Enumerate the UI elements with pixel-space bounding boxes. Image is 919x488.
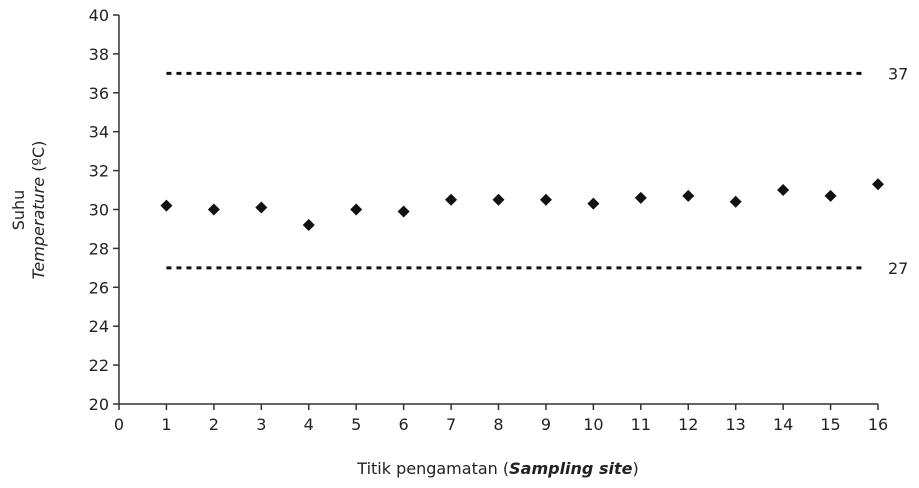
data-point <box>539 193 552 206</box>
y-tick-label: 20 <box>89 395 109 414</box>
y-tick-label: 36 <box>89 84 109 103</box>
x-tick-label: 4 <box>304 415 314 434</box>
x-tick-label: 10 <box>583 415 603 434</box>
data-point <box>634 191 647 204</box>
data-point <box>777 184 790 197</box>
x-axis-title-italic: Sampling site <box>509 459 632 478</box>
y-axis-title: Suhu Temperature (ºC) <box>9 141 48 280</box>
y-axis-title-line2: Temperature (ºC) <box>29 141 48 280</box>
data-point <box>255 201 268 214</box>
y-tick-label: 24 <box>89 317 109 336</box>
x-tick-label: 5 <box>351 415 361 434</box>
data-point <box>207 203 220 216</box>
x-tick-label: 1 <box>161 415 171 434</box>
x-tick-label: 12 <box>678 415 698 434</box>
x-axis-title-main: Titik pengamatan ( <box>356 459 509 478</box>
reference-line-label: 27 <box>888 259 908 278</box>
x-tick-label: 11 <box>631 415 651 434</box>
x-tick-label: 9 <box>541 415 551 434</box>
x-tick-label: 13 <box>726 415 746 434</box>
reference-line-label: 37 <box>888 64 908 83</box>
data-point <box>682 189 695 202</box>
data-point <box>350 203 363 216</box>
data-point <box>824 189 837 202</box>
y-tick-label: 40 <box>89 6 109 25</box>
y-tick-label: 30 <box>89 201 109 220</box>
x-tick-label: 8 <box>493 415 503 434</box>
data-points <box>160 178 884 232</box>
data-point <box>587 197 600 210</box>
x-tick-label: 16 <box>868 415 888 434</box>
y-tick-label: 28 <box>89 239 109 258</box>
y-axis-title-line1: Suhu <box>9 190 28 231</box>
y-tick-label: 34 <box>89 123 109 142</box>
y-tick-label: 38 <box>89 45 109 64</box>
x-tick-label: 7 <box>446 415 456 434</box>
data-point <box>492 193 505 206</box>
y-tick-label: 22 <box>89 356 109 375</box>
x-axis-title-close: ) <box>632 459 638 478</box>
x-axis-title: Titik pengamatan (Sampling site) <box>356 459 638 478</box>
y-axis-title-unit: (ºC) <box>29 141 48 177</box>
y-tick-label: 32 <box>89 162 109 181</box>
x-tick-label: 14 <box>773 415 793 434</box>
x-tick-label: 0 <box>114 415 124 434</box>
y-tick-label: 26 <box>89 278 109 297</box>
x-tick-label: 3 <box>256 415 266 434</box>
x-tick-label: 15 <box>820 415 840 434</box>
data-point <box>729 195 742 208</box>
data-point <box>160 199 173 212</box>
x-tick-label: 6 <box>399 415 409 434</box>
x-tick-label: 2 <box>209 415 219 434</box>
data-point <box>445 193 458 206</box>
reference-lines: 37 27 <box>166 64 908 278</box>
y-axis-title-italic: Temperature <box>29 177 48 280</box>
data-point <box>872 178 884 191</box>
data-point <box>397 205 410 218</box>
data-point <box>302 219 315 232</box>
